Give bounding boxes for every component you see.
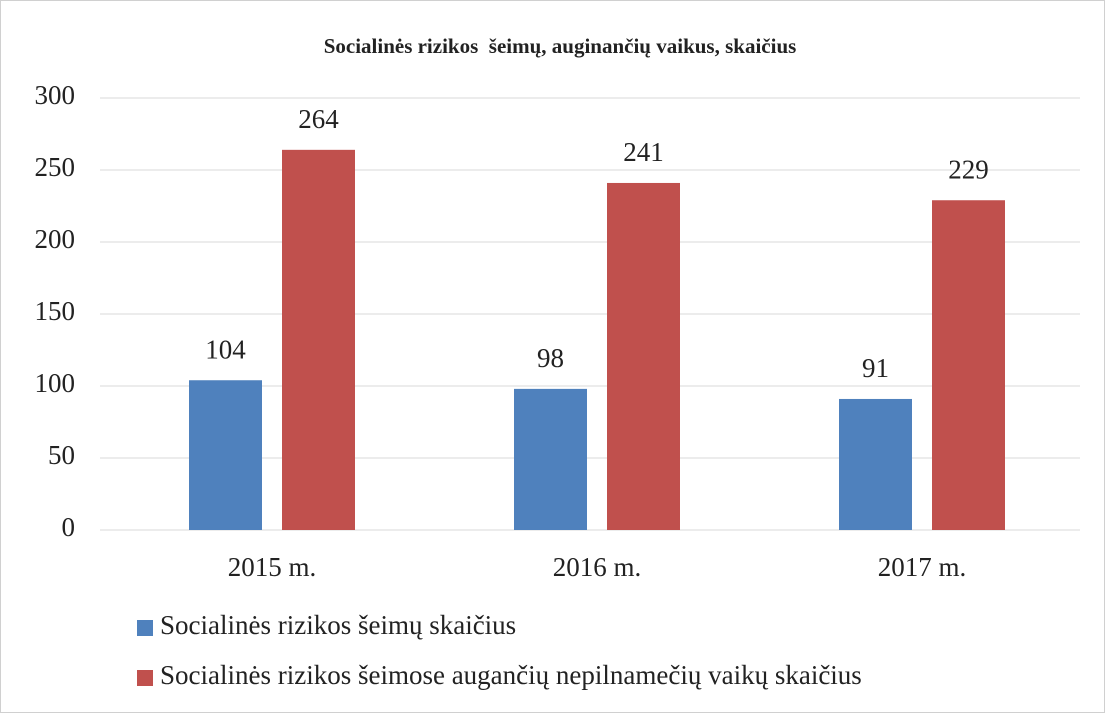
data-label: 104	[205, 334, 246, 364]
y-tick-label: 200	[35, 224, 76, 254]
y-tick-label: 300	[35, 80, 76, 110]
y-tick-label: 250	[35, 152, 76, 182]
bar	[282, 149, 355, 530]
bar	[514, 388, 587, 530]
bar	[189, 380, 262, 530]
x-tick-label: 2016 m.	[553, 552, 642, 582]
y-tick-label: 100	[35, 368, 76, 398]
data-label: 241	[623, 137, 664, 167]
y-tick-label: 0	[62, 512, 76, 542]
y-tick-label: 50	[48, 440, 75, 470]
bar	[932, 200, 1005, 531]
legend-label: Socialinės rizikos šeimų skaičius	[160, 610, 516, 640]
data-label: 98	[537, 343, 564, 373]
x-tick-label: 2017 m.	[878, 552, 967, 582]
data-label: 91	[862, 353, 889, 383]
chart-title: Socialinės rizikos šeimų, auginančių vai…	[324, 34, 797, 58]
data-label: 229	[948, 154, 989, 184]
bar	[607, 182, 680, 530]
legend-label: Socialinės rizikos šeimose augančių nepi…	[160, 660, 862, 690]
bar	[839, 398, 912, 530]
legend-swatch	[137, 670, 153, 686]
x-tick-label: 2015 m.	[228, 552, 317, 582]
data-label: 264	[298, 104, 339, 134]
y-tick-label: 150	[35, 296, 76, 326]
legend-swatch	[137, 620, 153, 636]
